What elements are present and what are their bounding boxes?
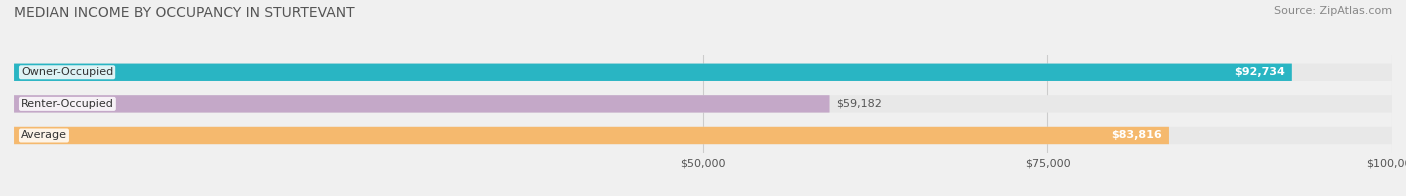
Text: Owner-Occupied: Owner-Occupied [21,67,114,77]
FancyBboxPatch shape [14,64,1292,81]
FancyBboxPatch shape [14,127,1392,144]
FancyBboxPatch shape [14,64,1392,81]
FancyBboxPatch shape [14,95,1392,113]
Text: $92,734: $92,734 [1234,67,1285,77]
Text: Renter-Occupied: Renter-Occupied [21,99,114,109]
Text: Average: Average [21,131,67,141]
Text: Source: ZipAtlas.com: Source: ZipAtlas.com [1274,6,1392,16]
FancyBboxPatch shape [14,95,830,113]
Text: $59,182: $59,182 [837,99,883,109]
Text: $83,816: $83,816 [1111,131,1161,141]
FancyBboxPatch shape [14,127,1168,144]
Text: MEDIAN INCOME BY OCCUPANCY IN STURTEVANT: MEDIAN INCOME BY OCCUPANCY IN STURTEVANT [14,6,354,20]
